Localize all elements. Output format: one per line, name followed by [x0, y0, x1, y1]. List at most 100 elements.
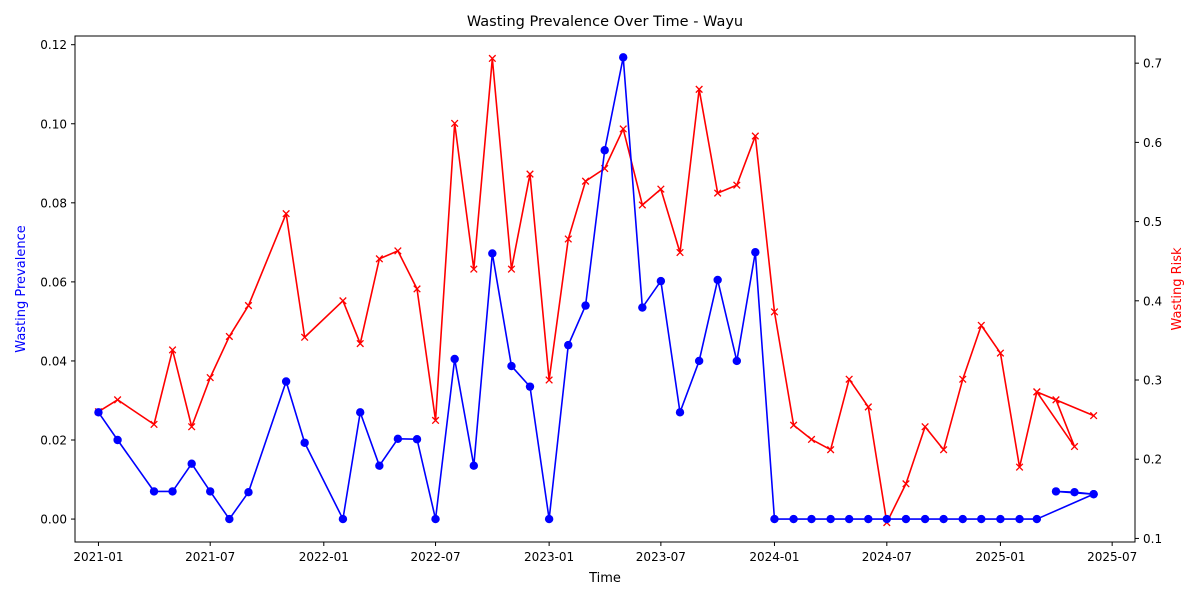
- prevalence-point: [770, 514, 779, 524]
- y-left-tick-label: 0.12: [40, 38, 67, 52]
- prevalence-point: [149, 487, 159, 496]
- prevalence-point: [375, 461, 384, 470]
- risk-point: [939, 445, 948, 454]
- prevalence-point: [694, 356, 704, 366]
- prevalence-point: [864, 514, 873, 524]
- y-right-tick-label: 0.6: [1143, 136, 1162, 150]
- y-left-tick-label: 0.02: [40, 434, 67, 448]
- risk-point: [845, 375, 853, 383]
- plot-frame: [74, 35, 1136, 543]
- y-right-tick-label: 0.2: [1143, 453, 1162, 467]
- risk-point: [921, 422, 929, 431]
- risk-point: [507, 265, 516, 273]
- risk-point: [168, 346, 177, 354]
- x-tick-label: 2024-01: [749, 550, 799, 564]
- prevalence-point: [1032, 514, 1042, 524]
- risk-point: [1089, 411, 1098, 420]
- x-tick-label: 2021-01: [73, 550, 123, 564]
- x-tick-label: 2024-07: [862, 550, 912, 564]
- prevalence-point: [393, 434, 403, 444]
- prevalence-point: [713, 275, 722, 285]
- y-right-tick-label: 0.3: [1143, 374, 1162, 388]
- prevalence-point: [113, 435, 122, 445]
- risk-point: [864, 403, 873, 411]
- risk-point: [977, 321, 986, 330]
- risk-point: [225, 332, 234, 341]
- prevalence-point: [675, 408, 685, 417]
- risk-point: [770, 308, 779, 316]
- risk-point: [713, 189, 722, 197]
- risk-point: [996, 349, 1005, 357]
- x-axis-label: Time: [588, 571, 621, 586]
- risk-point: [526, 170, 534, 178]
- y-right-tick-label: 0.1: [1143, 532, 1162, 546]
- risk-point: [826, 445, 835, 454]
- x-tick-label: 2025-01: [975, 550, 1025, 564]
- risk-point: [619, 125, 627, 133]
- risk-point: [488, 54, 497, 63]
- risk-point: [564, 235, 573, 243]
- prevalence-point: [168, 487, 177, 496]
- prevalence-point: [338, 514, 348, 524]
- risk-point: [282, 209, 290, 218]
- risk-point: [657, 185, 665, 193]
- prevalence-point: [450, 354, 459, 364]
- x-tick-label: 2022-01: [299, 550, 349, 564]
- prevalence-point: [882, 514, 892, 524]
- risk-point: [450, 119, 459, 128]
- prevalence-point: [581, 301, 590, 310]
- prevalence-point: [600, 146, 609, 155]
- x-tick-label: 2022-07: [410, 550, 460, 564]
- prevalence-point: [732, 356, 742, 366]
- y-right-tick-label: 0.5: [1143, 215, 1162, 229]
- prevalence-point: [807, 514, 816, 524]
- prevalence-point: [1015, 514, 1024, 524]
- prevalence-point: [751, 248, 760, 257]
- risk-point: [356, 339, 364, 348]
- y-left-tick-label: 0.04: [40, 354, 67, 368]
- prevalence-point: [958, 514, 967, 524]
- prevalence-point: [206, 487, 215, 496]
- prevalence-point: [94, 408, 103, 417]
- risk-point: [1015, 463, 1024, 471]
- risk-point: [187, 422, 196, 431]
- prevalence-point: [826, 514, 835, 524]
- risk-point: [375, 255, 384, 263]
- y-left-tick-label: 0.10: [40, 117, 67, 131]
- risk-point: [206, 373, 214, 382]
- prevalence-point: [656, 276, 666, 286]
- risk-point: [676, 248, 684, 257]
- prevalence-point: [977, 514, 986, 524]
- prevalence-point: [1089, 489, 1098, 499]
- x-tick-label: 2023-01: [524, 550, 574, 564]
- risk-point: [695, 85, 703, 94]
- risk-point: [751, 132, 760, 140]
- prevalence-point: [244, 487, 253, 497]
- risk-line: [98, 57, 1095, 524]
- risk-point: [431, 416, 440, 425]
- x-axis: 2021-01 2021-07 2022-01 2022-07 2023-01 2023-…: [73, 542, 1137, 564]
- prevalence-point: [225, 514, 234, 524]
- prevalence-point: [544, 514, 554, 524]
- y-right-tick-label: 0.4: [1143, 294, 1162, 308]
- risk-point: [1070, 442, 1079, 451]
- risk-point: [789, 421, 798, 429]
- risk-series: [94, 54, 1098, 527]
- risk-point: [113, 396, 122, 404]
- y-left-tick-label: 0.08: [40, 196, 67, 210]
- chart-title: Wasting Prevalence Over Time - Wayu: [467, 14, 743, 30]
- prevalence-point: [488, 249, 497, 258]
- prevalence-series: [94, 53, 1098, 524]
- prevalence-point: [564, 340, 573, 350]
- prevalence-point: [412, 435, 422, 444]
- prevalence-point: [356, 408, 365, 417]
- y-axis-left: 0.00 0.02 0.04 0.06 0.08 0.10 0.12: [40, 38, 75, 527]
- y-axis-right-label: Wasting Risk: [1170, 247, 1185, 331]
- risk-point: [1033, 388, 1041, 396]
- risk-point: [902, 480, 910, 488]
- prevalence-point: [996, 514, 1005, 524]
- prevalence-point: [525, 382, 535, 391]
- prevalence-line: [97, 56, 1095, 520]
- y-left-tick-label: 0.00: [40, 513, 67, 527]
